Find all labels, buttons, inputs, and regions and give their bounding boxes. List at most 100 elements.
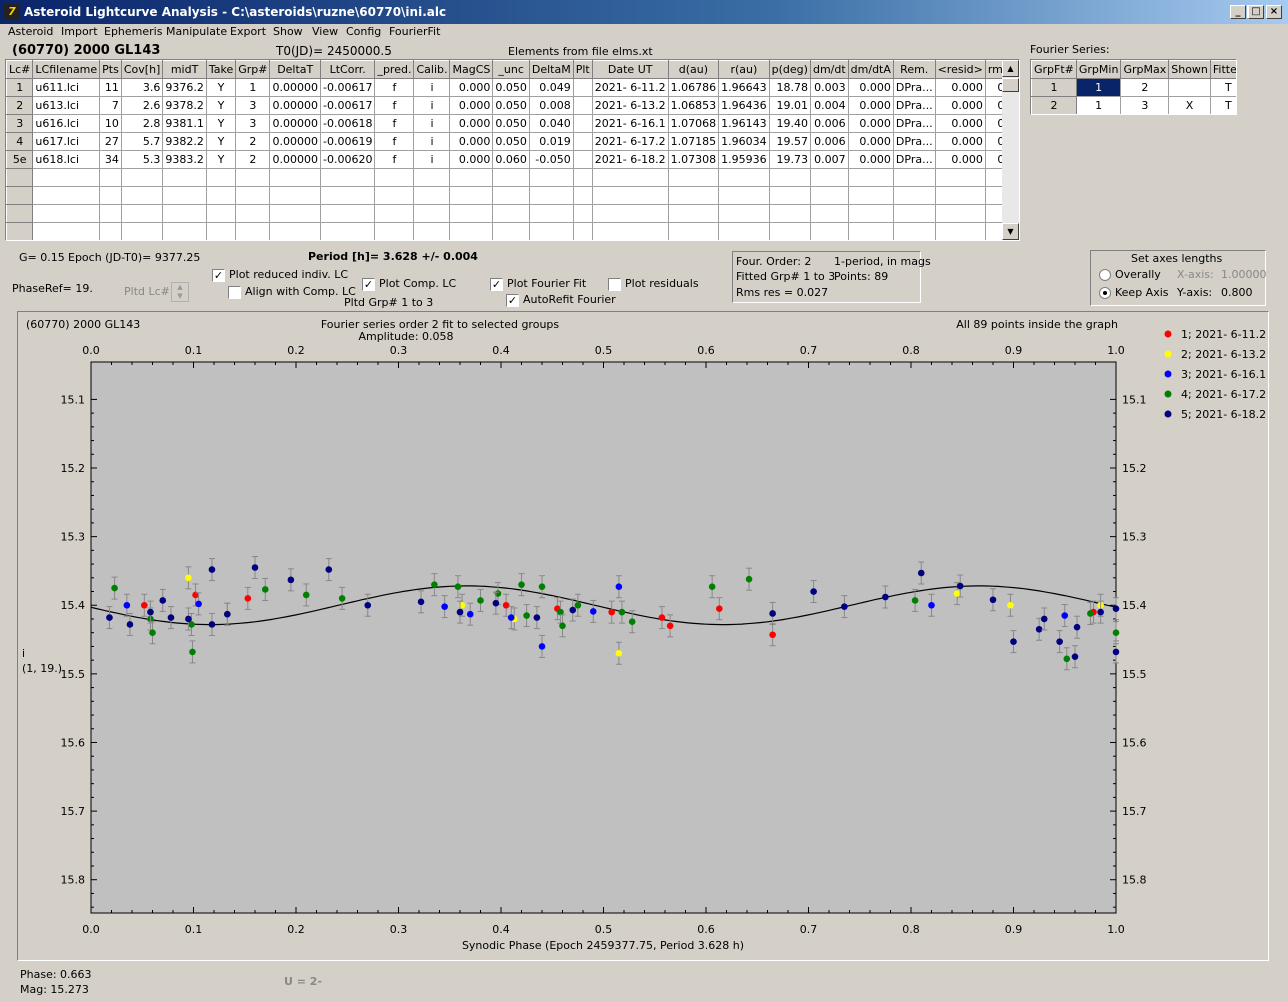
lc-cell[interactable]: 0.000 <box>847 78 894 97</box>
lc-cell[interactable]: -0.00618 <box>319 114 376 133</box>
fourier-cell[interactable]: 1 <box>1075 96 1122 114</box>
lc-cell[interactable]: 2.6 <box>120 96 164 115</box>
menu-show[interactable]: Show <box>273 25 303 38</box>
lc-cell[interactable]: i <box>413 150 451 169</box>
lc-cell[interactable] <box>572 114 593 133</box>
fourier-cell[interactable]: 2 <box>1031 96 1077 114</box>
lc-cell[interactable]: i <box>413 78 451 97</box>
lc-cell[interactable]: 0.000 <box>847 150 894 169</box>
lc-cell[interactable]: DPra... <box>892 96 936 115</box>
fourier-col-header[interactable]: Fitted <box>1209 60 1236 79</box>
lc-cell[interactable]: 0.000 <box>934 114 986 133</box>
lc-cell[interactable]: Y <box>205 78 237 97</box>
lc-cell[interactable]: -0.00620 <box>319 150 376 169</box>
lc-cell[interactable]: 0.000 <box>449 96 494 115</box>
lc-cell[interactable] <box>162 222 207 240</box>
lc-cell[interactable]: DPra... <box>892 150 936 169</box>
lc-col-header[interactable]: Pts <box>99 60 122 79</box>
lc-col-header[interactable]: Take <box>205 60 237 79</box>
lc-cell[interactable]: 7 <box>99 96 122 115</box>
lc-cell[interactable] <box>235 222 271 240</box>
lc-cell[interactable]: 10 <box>99 114 122 133</box>
menu-manipulate[interactable]: Manipulate <box>166 25 228 38</box>
lc-cell[interactable] <box>120 222 164 240</box>
fourier-cell[interactable]: T <box>1209 78 1236 97</box>
lc-cell[interactable] <box>572 186 593 205</box>
lc-cell[interactable] <box>6 168 34 187</box>
lc-cell[interactable]: u613.lci <box>32 96 101 115</box>
lc-cell[interactable] <box>847 204 894 223</box>
lc-cell[interactable] <box>205 168 237 187</box>
lc-cell[interactable]: 2 <box>6 96 34 115</box>
fourier-col-header[interactable]: GrpFt# <box>1031 60 1077 79</box>
autorefit-checkbox[interactable]: ✓ AutoRefit Fourier <box>506 293 616 307</box>
lc-cell[interactable]: 27 <box>99 132 122 151</box>
lc-cell[interactable]: 1.06786 <box>667 78 720 97</box>
lc-cell[interactable] <box>374 204 415 223</box>
keep-axis-radio[interactable]: Keep Axis <box>1099 286 1169 299</box>
lc-col-header[interactable]: midT <box>162 60 207 79</box>
lc-cell[interactable]: 0.019 <box>528 132 574 151</box>
lc-cell[interactable] <box>449 168 494 187</box>
table-row-empty[interactable] <box>6 168 1019 187</box>
lc-cell[interactable] <box>847 168 894 187</box>
lc-col-header[interactable]: dm/dtA <box>847 60 894 79</box>
lc-cell[interactable] <box>319 186 376 205</box>
lc-cell[interactable]: 9382.2 <box>162 132 207 151</box>
lc-cell[interactable] <box>528 168 574 187</box>
lc-cell[interactable] <box>269 168 321 187</box>
lc-cell[interactable] <box>449 186 494 205</box>
lc-cell[interactable]: 0.00000 <box>269 78 321 97</box>
fourier-cell[interactable]: 1 <box>1031 78 1077 97</box>
lc-cell[interactable] <box>235 186 271 205</box>
lc-cell[interactable]: 0.00000 <box>269 132 321 151</box>
lc-cell[interactable] <box>162 168 207 187</box>
lc-cell[interactable] <box>572 222 593 240</box>
lc-cell[interactable]: 1.95936 <box>718 150 770 169</box>
lc-cell[interactable]: Y <box>205 96 237 115</box>
lc-cell[interactable] <box>667 168 720 187</box>
lc-cell[interactable]: 0.00000 <box>269 114 321 133</box>
lc-cell[interactable] <box>235 204 271 223</box>
lc-cell[interactable] <box>718 168 770 187</box>
lc-cell[interactable]: u616.lci <box>32 114 101 133</box>
lc-col-header[interactable]: r(au) <box>718 60 770 79</box>
lc-cell[interactable] <box>847 186 894 205</box>
lc-cell[interactable] <box>892 168 936 187</box>
lc-cell[interactable]: 1.96643 <box>718 78 770 97</box>
lc-cell[interactable] <box>809 168 849 187</box>
lc-cell[interactable] <box>892 186 936 205</box>
lc-cell[interactable] <box>205 186 237 205</box>
lc-cell[interactable] <box>718 204 770 223</box>
lc-cell[interactable]: -0.050 <box>528 150 574 169</box>
lc-cell[interactable] <box>32 186 101 205</box>
scroll-down-button[interactable]: ▼ <box>1002 223 1019 240</box>
fourier-col-header[interactable]: Shown <box>1168 60 1211 79</box>
lc-cell[interactable]: 0.040 <box>528 114 574 133</box>
lc-cell[interactable]: -0.00619 <box>319 132 376 151</box>
overally-radio[interactable]: Overally <box>1099 268 1161 281</box>
lc-cell[interactable]: DPra... <box>892 132 936 151</box>
lc-cell[interactable] <box>809 204 849 223</box>
lc-col-header[interactable]: Grp# <box>235 60 271 79</box>
lc-cell[interactable]: 0.000 <box>847 132 894 151</box>
fourier-cell[interactable] <box>1168 78 1211 97</box>
plot-residuals-checkbox[interactable]: Plot residuals <box>608 277 699 291</box>
lc-cell[interactable]: 0.007 <box>809 150 849 169</box>
lc-cell[interactable]: 19.40 <box>768 114 811 133</box>
menu-asteroid[interactable]: Asteroid <box>8 25 54 38</box>
lc-cell[interactable] <box>269 204 321 223</box>
lc-cell[interactable]: 0.000 <box>449 150 494 169</box>
lc-cell[interactable]: 2021- 6-16.1 <box>591 114 669 133</box>
lc-col-header[interactable]: dm/dt <box>809 60 849 79</box>
lc-cell[interactable] <box>572 132 593 151</box>
lc-cell[interactable]: 0.000 <box>449 132 494 151</box>
lc-cell[interactable]: i <box>413 96 451 115</box>
fourier-cell[interactable]: T <box>1209 96 1236 114</box>
lc-cell[interactable] <box>205 204 237 223</box>
lc-cell[interactable]: 1.96143 <box>718 114 770 133</box>
lc-cell[interactable]: 3 <box>235 114 271 133</box>
plot-fourier-checkbox[interactable]: ✓ Plot Fourier Fit <box>490 277 587 291</box>
lc-cell[interactable] <box>492 168 530 187</box>
lc-col-header[interactable]: Rem. <box>892 60 936 79</box>
